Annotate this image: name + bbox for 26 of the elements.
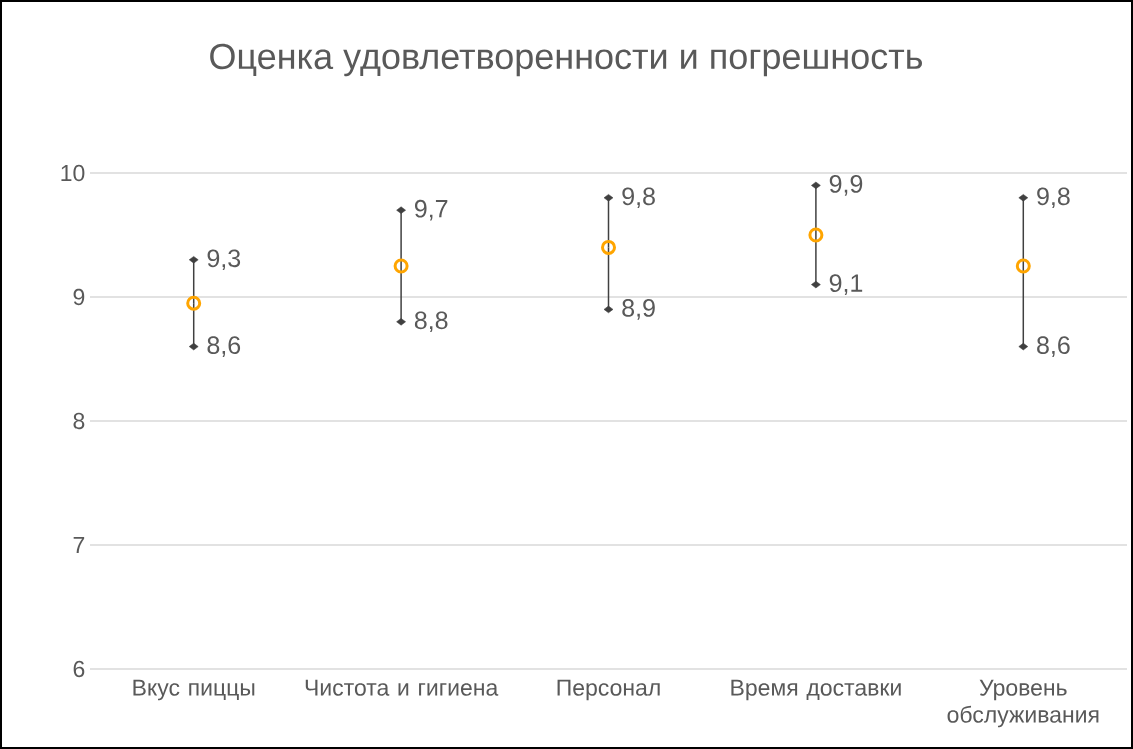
x-tick-label: Время доставки — [731, 679, 901, 701]
annotation: 8,8 — [414, 311, 448, 333]
annotation: 9,8 — [1037, 187, 1070, 209]
annotation: 9,1 — [829, 274, 863, 295]
x-tick-label: Вкус пиццы — [133, 679, 255, 701]
y-tick-label: 6 — [73, 660, 85, 678]
x-tick-label: Уровень обслуживания — [947, 679, 1099, 728]
y-tick-label: 8 — [73, 412, 85, 430]
annotation: 8,6 — [207, 336, 241, 357]
point — [601, 239, 616, 255]
point — [186, 295, 202, 311]
y-tick-label: 9 — [73, 288, 85, 306]
y-tick-label: 7 — [73, 537, 85, 553]
annotation: 8,6 — [1037, 336, 1070, 357]
chart-title: Оценка удовлетворенности и погрешность — [210, 43, 922, 77]
x-tick-label: Персонал — [557, 679, 660, 701]
annotation: 9,7 — [414, 199, 448, 221]
annotation: 9,8 — [622, 187, 655, 209]
point — [393, 258, 409, 274]
y-tick-label: 10 — [61, 164, 85, 182]
annotation: 9,3 — [207, 249, 241, 271]
point — [1015, 258, 1031, 274]
point — [808, 227, 824, 243]
x-tick-label: Чистота и гигиена — [305, 679, 499, 696]
annotation: 9,9 — [829, 175, 863, 196]
annotation: 8,9 — [622, 299, 655, 320]
